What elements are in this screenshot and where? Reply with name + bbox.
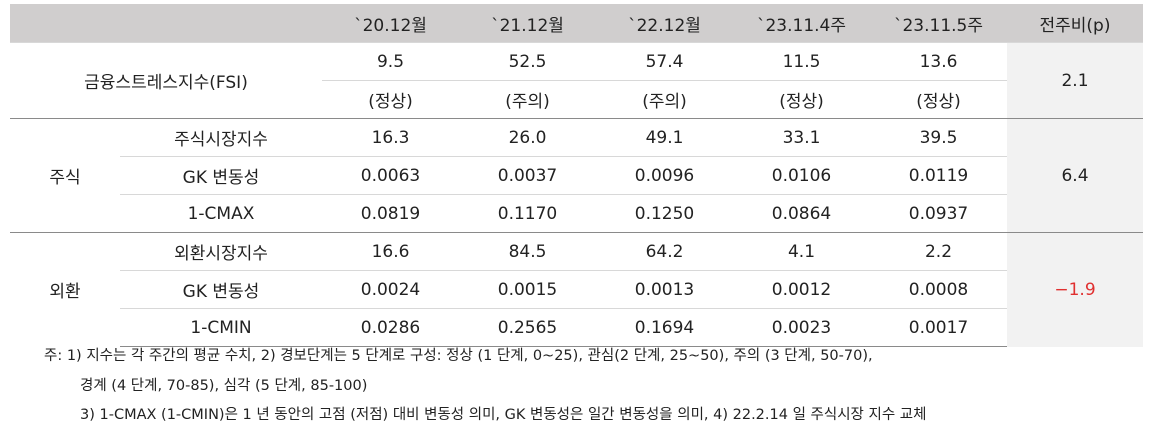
- value-cell: 0.0063: [322, 156, 459, 195]
- change-cell: 6.4: [1007, 118, 1143, 233]
- header-cell: `22.12월: [596, 4, 733, 43]
- status-cell: (주의): [596, 80, 733, 119]
- value-cell: 0.0286: [322, 308, 459, 347]
- header-cell: `23.11.4주: [733, 4, 870, 43]
- table-row: 주식 주식시장지수 16.3 26.0 49.1 33.1 39.5 6.4: [10, 118, 1143, 233]
- footnote-line: 주: 1) 지수는 각 주간의 평균 수치, 2) 경보단계는 5 단계로 구성…: [44, 348, 873, 364]
- value-cell: 0.0024: [322, 270, 459, 309]
- footnotes: 주: 1) 지수는 각 주간의 평균 수치, 2) 경보단계는 5 단계로 구성…: [44, 342, 926, 431]
- status-cell: (주의): [459, 80, 596, 119]
- value-cell: 0.0008: [870, 270, 1007, 309]
- row-label: 1-CMAX: [120, 194, 322, 233]
- value-cell: 0.0819: [322, 194, 459, 233]
- header-cell: `21.12월: [459, 4, 596, 43]
- header-cell: [10, 4, 322, 43]
- row-label: GK 변동성: [120, 156, 322, 195]
- value-cell: 39.5: [870, 118, 1007, 157]
- value-cell: 57.4: [596, 42, 733, 81]
- group-label: 주식: [10, 118, 120, 233]
- value-cell: 0.0096: [596, 156, 733, 195]
- value-cell: 84.5: [459, 232, 596, 271]
- header-cell: 전주비(p): [1007, 4, 1143, 43]
- status-cell: (정상): [733, 80, 870, 119]
- value-cell: 16.3: [322, 118, 459, 157]
- row-label: 1-CMIN: [120, 308, 322, 347]
- row-label: GK 변동성: [120, 270, 322, 309]
- table-row: 외환 외환시장지수 16.6 84.5 64.2 4.1 2.2 −1.9: [10, 232, 1143, 347]
- value-cell: 33.1: [733, 118, 870, 157]
- row-label: 외환시장지수: [120, 232, 322, 271]
- table-row: 1-CMAX 0.0819 0.1170 0.1250 0.0864 0.0937: [10, 194, 1143, 233]
- value-cell: 2.2: [870, 232, 1007, 271]
- header-cell: `20.12월: [322, 4, 459, 43]
- value-cell: 0.0037: [459, 156, 596, 195]
- row-label: 주식시장지수: [120, 118, 322, 157]
- value-cell: 0.0023: [733, 308, 870, 347]
- footnote-line: 경계 (4 단계, 70-85), 심각 (5 단계, 85-100): [80, 377, 368, 394]
- change-cell: −1.9: [1007, 232, 1143, 347]
- value-cell: 0.0106: [733, 156, 870, 195]
- table-row: GK 변동성 0.0063 0.0037 0.0096 0.0106 0.0119: [10, 156, 1143, 195]
- table-row: `20.12월 `21.12월 `22.12월 `23.11.4주 `23.11.5주 전…: [10, 4, 1143, 43]
- value-cell: 0.0119: [870, 156, 1007, 195]
- value-cell: 13.6: [870, 42, 1007, 81]
- value-cell: 0.0012: [733, 270, 870, 309]
- value-cell: 0.0015: [459, 270, 596, 309]
- value-cell: 52.5: [459, 42, 596, 81]
- value-cell: 0.0017: [870, 308, 1007, 347]
- status-cell: (정상): [870, 80, 1007, 119]
- value-cell: 0.1694: [596, 308, 733, 347]
- value-cell: 11.5: [733, 42, 870, 81]
- value-cell: 0.0864: [733, 194, 870, 233]
- value-cell: 26.0: [459, 118, 596, 157]
- footnote-line: 3) 1-CMAX (1-CMIN)은 1 년 동안의 고점 (저점) 대비 변…: [80, 407, 927, 423]
- table-row: GK 변동성 0.0024 0.0015 0.0013 0.0012 0.0008: [10, 270, 1143, 309]
- fsi-table: `20.12월 `21.12월 `22.12월 `23.11.4주 `23.11.5주 전…: [10, 4, 1143, 347]
- group-label: 외환: [10, 232, 120, 347]
- value-cell: 0.0937: [870, 194, 1007, 233]
- value-cell: 16.6: [322, 232, 459, 271]
- value-cell: 0.1170: [459, 194, 596, 233]
- table-row: 1-CMIN 0.0286 0.2565 0.1694 0.0023 0.0017: [10, 308, 1143, 347]
- value-cell: 4.1: [733, 232, 870, 271]
- table-row: (정상) (주의) (주의) (정상) (정상): [10, 80, 1143, 119]
- value-cell: 49.1: [596, 118, 733, 157]
- value-cell: 0.1250: [596, 194, 733, 233]
- row-label: 금융스트레스지수(FSI): [10, 42, 322, 119]
- change-cell: 2.1: [1007, 42, 1143, 119]
- value-cell: 0.2565: [459, 308, 596, 347]
- table-row: 금융스트레스지수(FSI) 9.5 52.5 57.4 11.5 13.6 2.1: [10, 42, 1143, 119]
- value-cell: 0.0013: [596, 270, 733, 309]
- value-cell: 64.2: [596, 232, 733, 271]
- value-cell: 9.5: [322, 42, 459, 81]
- header-cell: `23.11.5주: [870, 4, 1007, 43]
- status-cell: (정상): [322, 80, 459, 119]
